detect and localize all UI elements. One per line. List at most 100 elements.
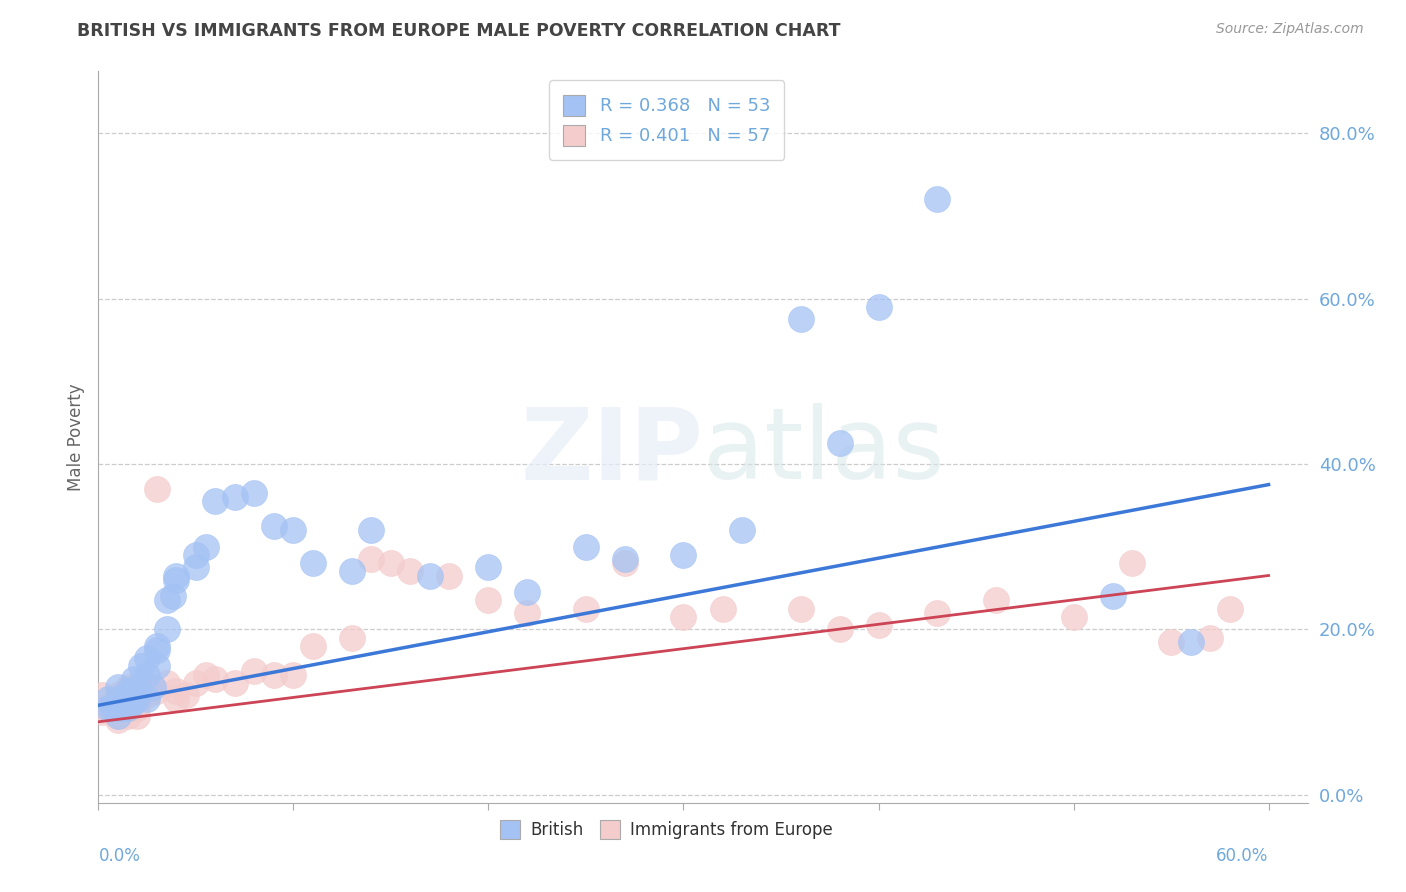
Point — [127, 689, 149, 703]
Point — [121, 697, 143, 711]
Point — [224, 490, 246, 504]
Point — [439, 568, 461, 582]
Point — [575, 601, 598, 615]
Point — [117, 700, 139, 714]
Point — [516, 606, 538, 620]
Point — [340, 631, 363, 645]
Point — [243, 486, 266, 500]
Point — [672, 610, 695, 624]
Text: BRITISH VS IMMIGRANTS FROM EUROPE MALE POVERTY CORRELATION CHART: BRITISH VS IMMIGRANTS FROM EUROPE MALE P… — [77, 22, 841, 40]
Point — [165, 573, 187, 587]
Point — [614, 552, 637, 566]
Point — [419, 568, 441, 582]
Point — [146, 659, 169, 673]
Point — [112, 692, 135, 706]
Point — [136, 667, 159, 681]
Point — [194, 540, 217, 554]
Point — [1063, 610, 1085, 624]
Point — [146, 643, 169, 657]
Point — [101, 700, 124, 714]
Point — [127, 700, 149, 714]
Point — [1101, 589, 1123, 603]
Point — [93, 700, 115, 714]
Point — [302, 556, 325, 570]
Point — [117, 684, 139, 698]
Point — [142, 680, 165, 694]
Point — [127, 680, 149, 694]
Point — [243, 664, 266, 678]
Point — [283, 523, 305, 537]
Point — [156, 622, 179, 636]
Point — [789, 312, 811, 326]
Point — [360, 552, 382, 566]
Y-axis label: Male Poverty: Male Poverty — [66, 384, 84, 491]
Legend: British, Immigrants from Europe: British, Immigrants from Europe — [494, 814, 839, 846]
Point — [925, 193, 948, 207]
Point — [828, 436, 851, 450]
Text: 0.0%: 0.0% — [98, 847, 141, 864]
Point — [614, 556, 637, 570]
Point — [1160, 634, 1182, 648]
Point — [91, 689, 114, 703]
Point — [1219, 601, 1241, 615]
Point — [146, 639, 169, 653]
Point — [1121, 556, 1143, 570]
Point — [112, 700, 135, 714]
Point — [156, 593, 179, 607]
Point — [868, 618, 890, 632]
Point — [575, 540, 598, 554]
Point — [380, 556, 402, 570]
Point — [1199, 631, 1222, 645]
Point — [127, 692, 149, 706]
Point — [828, 622, 851, 636]
Point — [97, 700, 120, 714]
Point — [477, 560, 499, 574]
Point — [477, 593, 499, 607]
Point — [127, 684, 149, 698]
Point — [711, 601, 734, 615]
Point — [263, 519, 285, 533]
Point — [117, 680, 139, 694]
Point — [1180, 634, 1202, 648]
Point — [399, 565, 422, 579]
Text: 60.0%: 60.0% — [1216, 847, 1268, 864]
Point — [868, 300, 890, 314]
Point — [184, 548, 207, 562]
Point — [184, 676, 207, 690]
Text: Source: ZipAtlas.com: Source: ZipAtlas.com — [1216, 22, 1364, 37]
Point — [984, 593, 1007, 607]
Point — [107, 692, 129, 706]
Point — [103, 700, 125, 714]
Point — [204, 672, 226, 686]
Point — [165, 684, 187, 698]
Point — [731, 523, 754, 537]
Point — [97, 700, 120, 714]
Point — [107, 709, 129, 723]
Point — [107, 709, 129, 723]
Point — [224, 676, 246, 690]
Point — [204, 494, 226, 508]
Text: atlas: atlas — [703, 403, 945, 500]
Point — [136, 651, 159, 665]
Point — [925, 606, 948, 620]
Point — [165, 568, 187, 582]
Point — [131, 659, 153, 673]
Point — [117, 689, 139, 703]
Point — [302, 639, 325, 653]
Point — [122, 684, 145, 698]
Point — [107, 689, 129, 703]
Point — [107, 680, 129, 694]
Point — [139, 680, 162, 694]
Point — [789, 601, 811, 615]
Point — [103, 697, 125, 711]
Point — [672, 548, 695, 562]
Point — [117, 709, 139, 723]
Point — [146, 684, 169, 698]
Point — [117, 700, 139, 714]
Point — [283, 667, 305, 681]
Text: ZIP: ZIP — [520, 403, 703, 500]
Point — [111, 689, 134, 703]
Point — [156, 676, 179, 690]
Point — [263, 667, 285, 681]
Point — [136, 692, 159, 706]
